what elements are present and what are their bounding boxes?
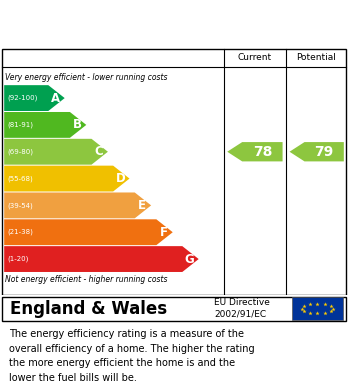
Polygon shape bbox=[4, 219, 173, 245]
Polygon shape bbox=[4, 112, 86, 138]
Text: Potential: Potential bbox=[296, 53, 336, 62]
Text: 79: 79 bbox=[315, 145, 334, 159]
Text: F: F bbox=[160, 226, 168, 239]
Text: Energy Efficiency Rating: Energy Efficiency Rating bbox=[10, 16, 239, 34]
Text: England & Wales: England & Wales bbox=[10, 300, 168, 318]
Text: (1-20): (1-20) bbox=[7, 256, 28, 262]
Text: The energy efficiency rating is a measure of the
overall efficiency of a home. T: The energy efficiency rating is a measur… bbox=[9, 329, 254, 383]
Text: D: D bbox=[116, 172, 125, 185]
Bar bbox=[292, 298, 343, 320]
Text: E: E bbox=[138, 199, 146, 212]
Polygon shape bbox=[4, 85, 65, 111]
Polygon shape bbox=[4, 192, 151, 218]
Polygon shape bbox=[4, 139, 108, 165]
Polygon shape bbox=[4, 246, 199, 272]
Text: EU Directive
2002/91/EC: EU Directive 2002/91/EC bbox=[214, 298, 270, 319]
Text: (92-100): (92-100) bbox=[7, 95, 37, 101]
Text: (21-38): (21-38) bbox=[7, 229, 33, 235]
Polygon shape bbox=[290, 142, 344, 161]
Text: (69-80): (69-80) bbox=[7, 149, 33, 155]
Text: G: G bbox=[185, 253, 195, 265]
Text: (81-91): (81-91) bbox=[7, 122, 33, 128]
Text: C: C bbox=[95, 145, 103, 158]
Text: (39-54): (39-54) bbox=[7, 202, 33, 209]
Text: Very energy efficient - lower running costs: Very energy efficient - lower running co… bbox=[5, 73, 168, 82]
Text: B: B bbox=[73, 118, 82, 131]
Text: Current: Current bbox=[238, 53, 272, 62]
Text: A: A bbox=[51, 91, 60, 104]
Polygon shape bbox=[227, 142, 283, 161]
Text: 78: 78 bbox=[253, 145, 272, 159]
Text: (55-68): (55-68) bbox=[7, 175, 33, 182]
Polygon shape bbox=[4, 166, 129, 192]
Text: Not energy efficient - higher running costs: Not energy efficient - higher running co… bbox=[5, 274, 168, 283]
